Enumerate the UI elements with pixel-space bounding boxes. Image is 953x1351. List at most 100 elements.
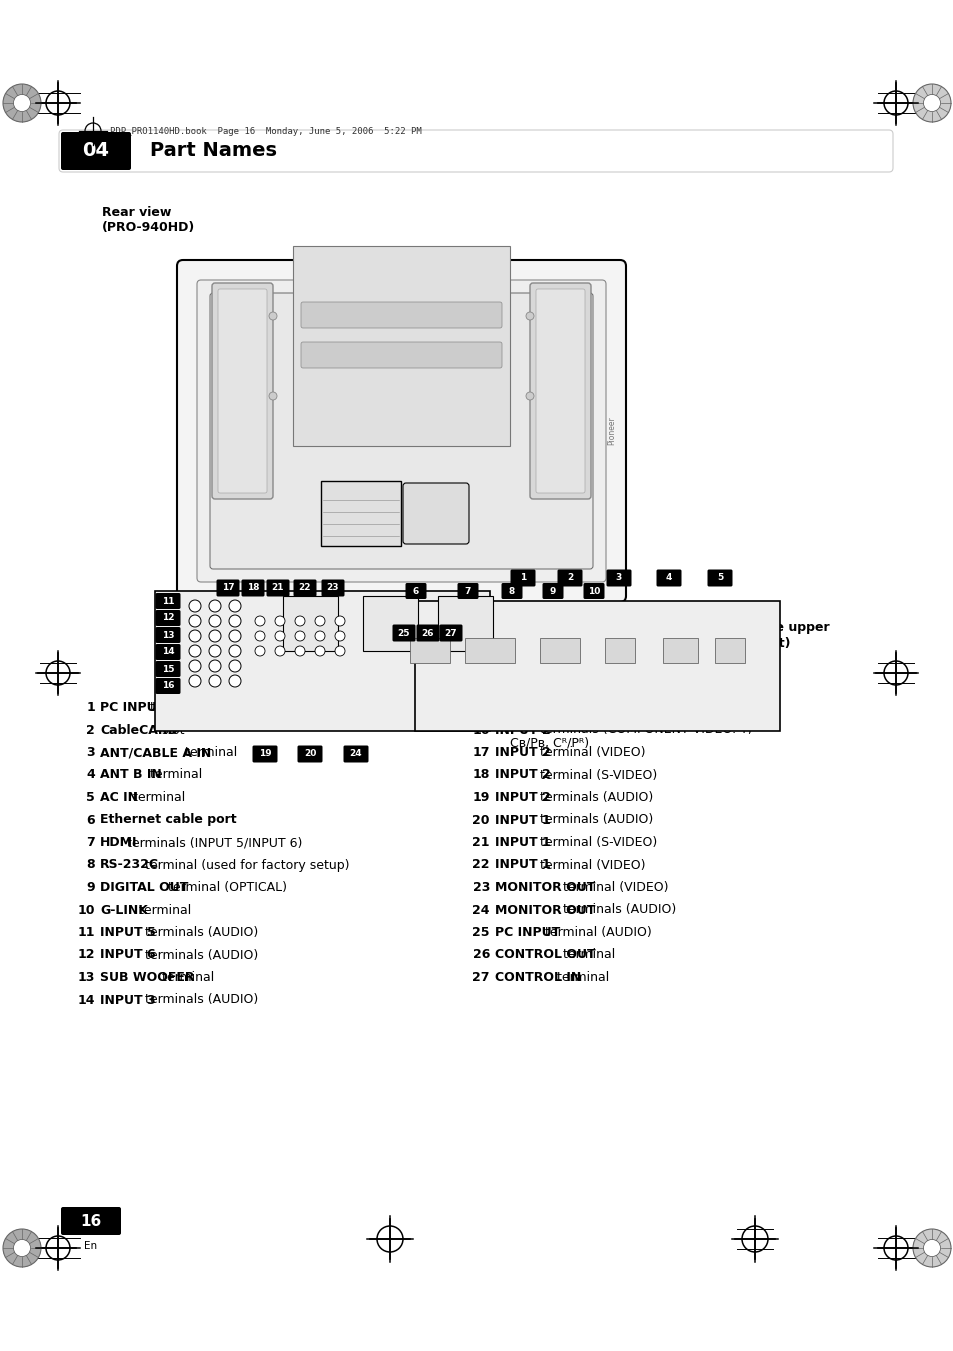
Text: CONTROL IN: CONTROL IN <box>495 971 580 984</box>
FancyBboxPatch shape <box>61 1206 121 1235</box>
Text: PDP_PRO1140HD.book  Page 16  Monday, June 5, 2006  5:22 PM: PDP_PRO1140HD.book Page 16 Monday, June … <box>110 127 421 135</box>
Text: 5: 5 <box>86 790 95 804</box>
Circle shape <box>525 312 534 320</box>
Text: 17: 17 <box>472 746 490 759</box>
Circle shape <box>229 600 241 612</box>
Bar <box>539 638 579 663</box>
Text: 4: 4 <box>665 574 672 582</box>
Circle shape <box>3 84 41 122</box>
Text: 20: 20 <box>303 750 315 758</box>
Text: 22: 22 <box>472 858 490 871</box>
Text: 15: 15 <box>472 701 490 713</box>
Text: terminals (COMPONENT VIDEO: Y,: terminals (COMPONENT VIDEO: Y, <box>535 701 751 713</box>
Circle shape <box>209 615 221 627</box>
Text: 11: 11 <box>77 925 95 939</box>
Text: 14: 14 <box>77 993 95 1006</box>
Circle shape <box>209 644 221 657</box>
Text: MONITOR OUT: MONITOR OUT <box>495 904 595 916</box>
Circle shape <box>229 615 241 627</box>
FancyBboxPatch shape <box>439 624 462 642</box>
FancyBboxPatch shape <box>177 259 625 603</box>
Text: INPUT 1: INPUT 1 <box>495 836 550 848</box>
Text: terminal (VIDEO): terminal (VIDEO) <box>535 746 644 759</box>
Text: 9: 9 <box>87 881 95 894</box>
Text: terminal: terminal <box>558 948 615 962</box>
Text: terminal (AUDIO): terminal (AUDIO) <box>541 925 652 939</box>
FancyBboxPatch shape <box>196 280 605 582</box>
Text: 18: 18 <box>472 769 490 781</box>
Text: Pioneer: Pioneer <box>607 416 616 446</box>
Text: INPUT 2: INPUT 2 <box>495 724 550 736</box>
FancyBboxPatch shape <box>218 289 267 493</box>
FancyBboxPatch shape <box>542 584 563 598</box>
FancyBboxPatch shape <box>212 282 273 499</box>
FancyBboxPatch shape <box>61 132 131 170</box>
Text: 18: 18 <box>247 584 259 593</box>
FancyBboxPatch shape <box>501 584 522 598</box>
Text: terminal (used for factory setup): terminal (used for factory setup) <box>140 858 349 871</box>
Text: CableCARD™: CableCARD™ <box>100 724 190 736</box>
Circle shape <box>314 631 325 640</box>
Text: slot: slot <box>158 724 184 736</box>
Circle shape <box>209 630 221 642</box>
Text: 19: 19 <box>472 790 490 804</box>
Circle shape <box>269 392 276 400</box>
Text: 6: 6 <box>413 586 418 596</box>
Circle shape <box>335 631 345 640</box>
Bar <box>464 638 515 663</box>
FancyBboxPatch shape <box>536 289 584 493</box>
Text: 9: 9 <box>549 586 556 596</box>
Text: PC INPUT: PC INPUT <box>100 701 165 713</box>
Circle shape <box>314 616 325 626</box>
Text: 24: 24 <box>472 904 490 916</box>
FancyBboxPatch shape <box>155 627 180 643</box>
Text: 16: 16 <box>472 724 490 736</box>
Text: Ethernet cable port: Ethernet cable port <box>100 813 236 827</box>
Circle shape <box>229 661 241 671</box>
Text: 22: 22 <box>298 584 311 593</box>
Text: 25: 25 <box>397 628 410 638</box>
Text: 7: 7 <box>86 836 95 848</box>
Text: PC INPUT: PC INPUT <box>495 925 559 939</box>
Bar <box>662 638 698 663</box>
Text: AC IN: AC IN <box>100 790 138 804</box>
Circle shape <box>923 1239 940 1256</box>
Text: terminals (AUDIO): terminals (AUDIO) <box>558 904 676 916</box>
Text: terminals (COMPONENT VIDEO: Y,: terminals (COMPONENT VIDEO: Y, <box>535 724 751 736</box>
Text: 6: 6 <box>87 813 95 827</box>
Text: terminals (INPUT 5/INPUT 6): terminals (INPUT 5/INPUT 6) <box>123 836 302 848</box>
Text: 15: 15 <box>162 665 174 674</box>
Text: terminals (AUDIO): terminals (AUDIO) <box>535 813 652 827</box>
FancyBboxPatch shape <box>59 130 892 172</box>
Text: HDMI: HDMI <box>100 836 137 848</box>
Bar <box>293 246 510 446</box>
Circle shape <box>189 600 201 612</box>
Text: (Terminals located on the upper: (Terminals located on the upper <box>604 621 829 634</box>
Circle shape <box>294 631 305 640</box>
Bar <box>415 601 780 731</box>
Circle shape <box>254 646 265 657</box>
Text: 25: 25 <box>472 925 490 939</box>
FancyBboxPatch shape <box>155 611 180 626</box>
Text: 13: 13 <box>77 971 95 984</box>
Text: 24: 24 <box>350 750 362 758</box>
FancyBboxPatch shape <box>253 746 277 762</box>
Text: 2: 2 <box>566 574 573 582</box>
Circle shape <box>229 644 241 657</box>
Text: INPUT 3: INPUT 3 <box>100 993 155 1006</box>
Circle shape <box>189 676 201 688</box>
FancyBboxPatch shape <box>530 282 590 499</box>
Text: 17: 17 <box>221 584 234 593</box>
Text: terminals (AUDIO): terminals (AUDIO) <box>140 925 257 939</box>
Bar <box>320 481 400 546</box>
Text: terminals (AUDIO): terminals (AUDIO) <box>535 790 652 804</box>
FancyBboxPatch shape <box>266 580 289 597</box>
FancyBboxPatch shape <box>210 293 593 569</box>
Bar <box>363 596 417 651</box>
Circle shape <box>229 676 241 688</box>
Circle shape <box>209 676 221 688</box>
FancyBboxPatch shape <box>656 570 680 586</box>
FancyBboxPatch shape <box>557 570 582 586</box>
Circle shape <box>254 631 265 640</box>
Circle shape <box>13 1239 30 1256</box>
